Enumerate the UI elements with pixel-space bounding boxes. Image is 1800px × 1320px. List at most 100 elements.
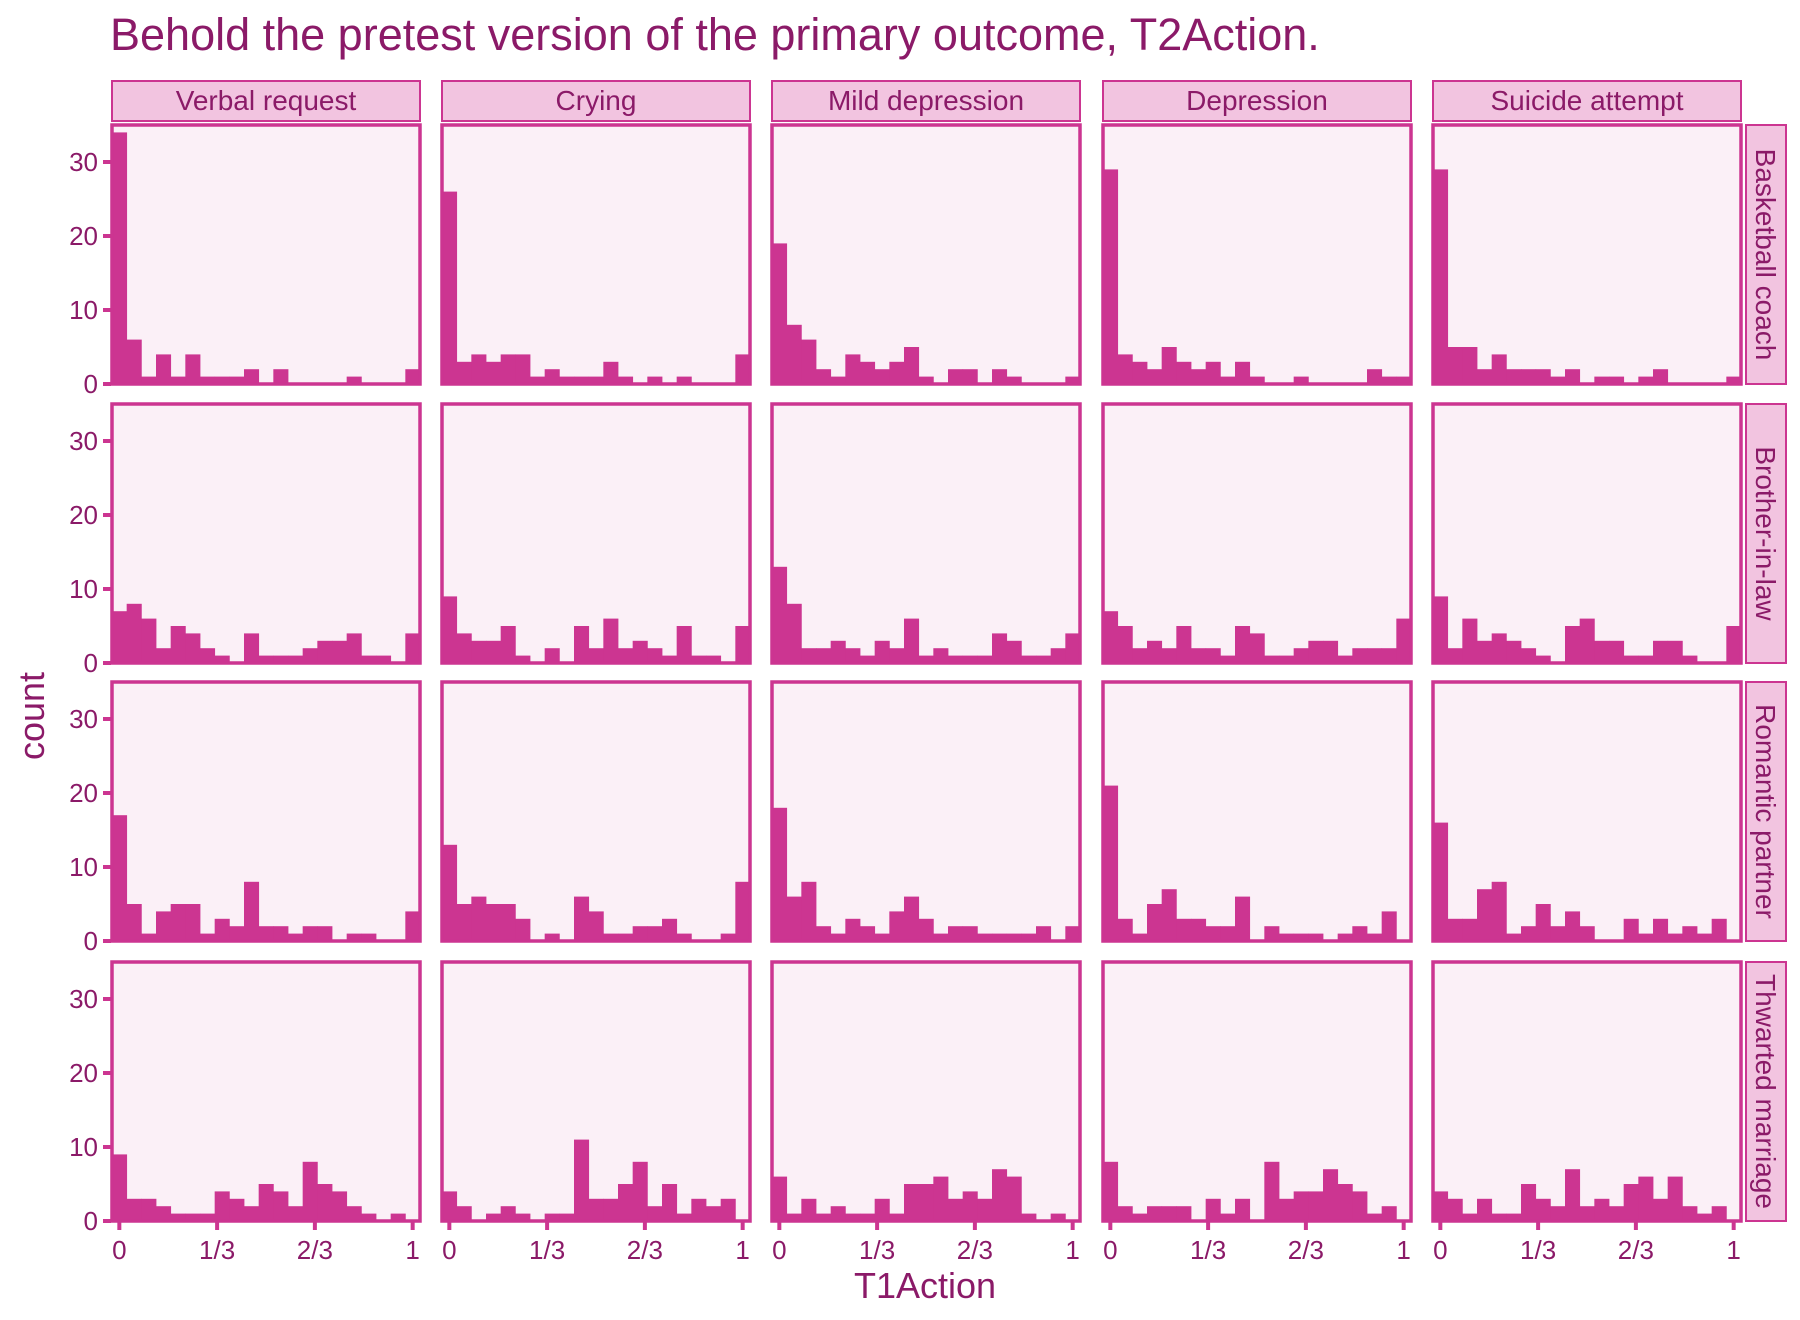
x-tick-label: 1/3 (1520, 1235, 1556, 1265)
histogram-bar (1447, 1198, 1463, 1221)
x-tick-label: 0 (1103, 1235, 1117, 1265)
histogram-bar (676, 1213, 692, 1221)
panel-border (1101, 960, 1413, 1223)
histogram-bar (1117, 918, 1133, 941)
histogram-bar (1191, 648, 1207, 663)
histogram-bar (112, 611, 128, 663)
histogram-bar (1367, 933, 1383, 941)
histogram-bar (244, 881, 260, 941)
histogram-bar (1462, 918, 1478, 941)
histogram-bar (1161, 347, 1177, 384)
histogram-bar (442, 1191, 458, 1221)
histogram-bar (933, 1176, 949, 1221)
histogram-bar (1491, 881, 1507, 941)
histogram-bar (1337, 655, 1353, 663)
histogram-bar (471, 354, 487, 384)
histogram-bar (588, 376, 604, 384)
histogram-bar (1711, 1206, 1727, 1221)
histogram-bar (559, 1213, 575, 1221)
histogram-bar (1117, 626, 1133, 663)
histogram-bar (801, 339, 817, 384)
panel-border (770, 680, 1082, 943)
row-strip-label: Romantic partner (1750, 704, 1781, 919)
histogram-bar (1506, 933, 1522, 941)
histogram-bar (1535, 655, 1551, 663)
histogram-bar (112, 132, 128, 384)
histogram-bar (456, 1206, 472, 1221)
histogram-bar (302, 926, 318, 941)
chart-title: Behold the pretest version of the primar… (110, 9, 1320, 60)
histogram-bar (830, 376, 846, 384)
x-tick-label: 1 (1726, 1235, 1740, 1265)
histogram-bar (1433, 596, 1449, 663)
col-strip (1102, 80, 1412, 122)
histogram-bar (390, 1213, 406, 1221)
histogram-bar (346, 933, 362, 941)
histogram-bar (1462, 618, 1478, 663)
histogram-bar (332, 1191, 348, 1221)
histogram-bar (1521, 1184, 1537, 1221)
histogram-bar (1623, 1184, 1639, 1221)
histogram-bar (1550, 926, 1566, 941)
histogram-bar (1653, 1198, 1669, 1221)
histogram-bar (1147, 1206, 1163, 1221)
histogram-bar (273, 369, 289, 384)
panel-border (770, 123, 1082, 386)
histogram-bar (1205, 361, 1221, 384)
y-tick-label: 0 (84, 369, 98, 399)
histogram-bar (632, 1161, 648, 1221)
histogram-bar (405, 369, 421, 384)
histogram-bar (544, 369, 560, 384)
histogram-bar (647, 376, 663, 384)
panel-background (1433, 125, 1741, 384)
histogram-bar (1235, 1198, 1251, 1221)
x-tick-label: 1/3 (1190, 1235, 1226, 1265)
panel-background (442, 962, 750, 1221)
histogram-bar (288, 933, 304, 941)
histogram-bar (1381, 376, 1397, 384)
col-strip-label: Mild depression (828, 85, 1024, 116)
histogram-bar (786, 1213, 802, 1221)
histogram-bar (860, 655, 876, 663)
histogram-bar (1367, 648, 1383, 663)
histogram-bar (933, 933, 949, 941)
histogram-bar (603, 361, 619, 384)
histogram-bar (346, 633, 362, 663)
panel-background (442, 682, 750, 941)
histogram-bar (977, 1198, 993, 1221)
col-strip-label: Depression (1186, 85, 1328, 116)
histogram-bar (1594, 640, 1610, 663)
histogram-bar (772, 1176, 788, 1221)
histogram-bar (1249, 376, 1265, 384)
histogram-bar (456, 633, 472, 663)
histogram-bar (1594, 1198, 1610, 1221)
histogram-bar (442, 596, 458, 663)
panel-background (112, 125, 420, 384)
panel-background (772, 404, 1080, 663)
histogram-bar (845, 354, 861, 384)
histogram-bar (515, 1213, 531, 1221)
histogram-bar (662, 918, 678, 941)
histogram-bar (486, 640, 502, 663)
histogram-bar (1308, 933, 1324, 941)
histogram-bar (141, 933, 157, 941)
histogram-bar (1535, 1198, 1551, 1221)
histogram-bar (889, 648, 905, 663)
histogram-bar (1323, 640, 1339, 663)
panel-background (1433, 962, 1741, 1221)
histogram-bar (559, 376, 575, 384)
histogram-bar (500, 354, 516, 384)
histogram-bar (170, 1213, 186, 1221)
histogram-bar (816, 648, 832, 663)
histogram-bar (1006, 933, 1022, 941)
histogram-bar (530, 376, 546, 384)
histogram-bar (1337, 1184, 1353, 1221)
histogram-bar (156, 648, 172, 663)
panel-border (1101, 123, 1413, 386)
histogram-bar (185, 904, 201, 941)
histogram-bar (676, 933, 692, 941)
x-tick-label: 0 (112, 1235, 126, 1265)
histogram-bar (720, 933, 736, 941)
histogram-bar (1506, 640, 1522, 663)
